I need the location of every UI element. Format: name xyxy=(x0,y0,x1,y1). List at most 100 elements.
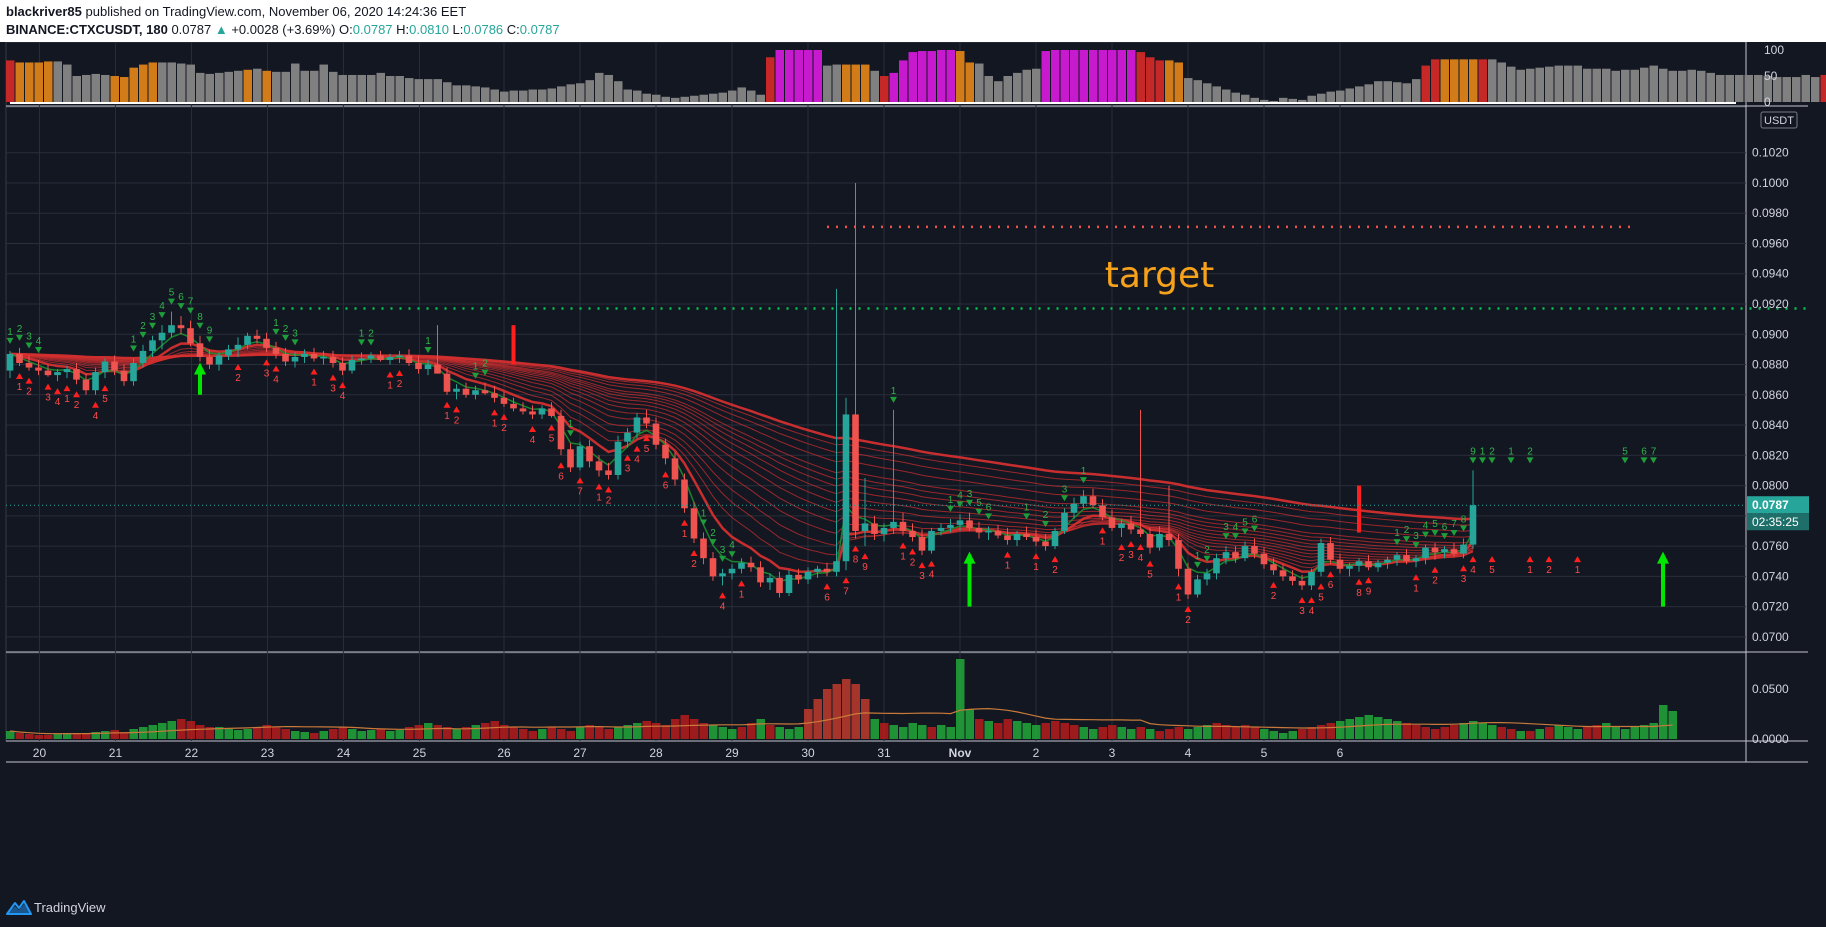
sell-count-label: 1 xyxy=(1575,565,1581,576)
buy-count-label: 4 xyxy=(957,490,963,501)
sell-count-label: 3 xyxy=(1461,574,1467,585)
volume-bar xyxy=(576,727,585,739)
volume-bar xyxy=(1497,727,1506,739)
buy-count-marker xyxy=(139,331,147,338)
sell-count-label: 1 xyxy=(682,529,688,540)
volume-bar xyxy=(880,723,889,739)
volume-bar xyxy=(167,721,176,739)
candle-body xyxy=(329,356,337,364)
candle-body xyxy=(1194,579,1201,595)
oscillator-bar xyxy=(737,87,746,102)
oscillator-bar xyxy=(1459,59,1468,102)
candle-body xyxy=(709,558,717,577)
candle-body xyxy=(291,356,299,362)
buy-count-label: 2 xyxy=(710,528,716,539)
buy-count-marker xyxy=(956,501,964,508)
candle-body xyxy=(1241,546,1249,559)
ema-line xyxy=(9,350,1474,560)
sell-count-marker xyxy=(263,359,270,366)
sell-count-label: 3 xyxy=(45,393,51,404)
oscillator-bar xyxy=(148,62,157,102)
publish-header: blackriver85 published on TradingView.co… xyxy=(0,0,1826,42)
oscillator-bar xyxy=(604,74,613,102)
author-name[interactable]: blackriver85 xyxy=(6,4,82,19)
volume-bar xyxy=(509,727,518,739)
oscillator-bar xyxy=(1250,97,1259,102)
sell-count-label: 1 xyxy=(1527,565,1533,576)
volume-bar xyxy=(927,727,936,739)
oscillator-bar xyxy=(842,64,851,102)
volume-bar xyxy=(1269,731,1278,739)
oscillator-bar xyxy=(205,73,214,102)
buy-count-marker xyxy=(177,303,185,310)
volume-bar xyxy=(1573,729,1582,739)
oscillator-bar xyxy=(652,94,661,102)
last-price: 0.0787 xyxy=(171,22,212,37)
candle-body xyxy=(1051,530,1059,547)
sell-count-marker xyxy=(1317,583,1325,590)
symbol-name: BINANCE:CTXCUSDT, 180 xyxy=(6,22,168,37)
sell-count-label: 2 xyxy=(1185,615,1191,626)
sell-count-marker xyxy=(861,553,869,560)
volume-bar xyxy=(224,729,233,739)
volume-bar xyxy=(747,723,756,739)
buy-count-marker xyxy=(709,539,717,546)
volume-bar xyxy=(813,699,822,739)
oscillator-bar xyxy=(1687,69,1696,102)
oscillator-bar xyxy=(1630,69,1639,102)
volume-bar xyxy=(1051,721,1060,739)
candle-body xyxy=(690,508,698,539)
volume-bar xyxy=(1364,715,1373,739)
sell-count-label: 2 xyxy=(74,400,80,411)
oscillator-bar xyxy=(557,86,566,102)
oscillator-bar xyxy=(1754,74,1763,102)
sell-count-label: 1 xyxy=(739,589,745,600)
oscillator-bar xyxy=(1022,69,1031,102)
oscillator-bar xyxy=(823,65,832,102)
sell-count-marker xyxy=(1355,578,1363,585)
sell-count-label: 9 xyxy=(1366,586,1372,597)
volume-bar xyxy=(1535,729,1544,739)
oscillator-bar xyxy=(908,52,917,102)
oscillator-bar xyxy=(718,92,727,102)
x-tick-label: 27 xyxy=(573,746,587,760)
oscillator-bar xyxy=(813,50,822,102)
sell-count-label: 2 xyxy=(1546,565,1552,576)
sell-count-label: 1 xyxy=(64,394,70,405)
candle-body xyxy=(54,372,61,376)
volume-bar xyxy=(1478,723,1487,739)
volume-bar xyxy=(319,731,328,739)
oscillator-bar xyxy=(177,63,186,102)
low-value: 0.0786 xyxy=(463,22,504,37)
price-tick-label: 0.0940 xyxy=(1752,267,1789,281)
volume-bar xyxy=(1288,731,1297,739)
sell-count-marker xyxy=(1032,553,1040,560)
volume-bar xyxy=(1022,723,1031,739)
candle-body xyxy=(652,423,660,445)
currency-box xyxy=(1760,111,1798,129)
buy-count-label: 9 xyxy=(1470,446,1476,457)
sell-count-marker xyxy=(1327,571,1334,578)
volume-bar xyxy=(1640,725,1649,739)
sell-count-marker xyxy=(63,385,71,392)
volume-bar xyxy=(785,729,794,739)
oscillator-bar xyxy=(547,88,556,102)
x-tick-label: 4 xyxy=(1185,746,1192,760)
tradingview-brand[interactable]: TradingView xyxy=(34,900,106,915)
oscillator-bar xyxy=(1706,72,1715,102)
oscillator-bar xyxy=(633,90,642,102)
oscillator-bar xyxy=(1573,65,1582,102)
buy-count-label: 3 xyxy=(1062,484,1068,495)
buy-count-marker xyxy=(481,369,489,376)
volume-bar xyxy=(595,727,604,739)
oscillator-bar xyxy=(120,77,129,102)
volume-bar xyxy=(471,725,480,739)
volume-bar xyxy=(1079,727,1088,739)
price-overlay: target 0.0787 02:35:25 xyxy=(6,255,1809,531)
price-tick-label: 0.0960 xyxy=(1752,236,1789,250)
volume-bar xyxy=(452,729,461,739)
volume-bar xyxy=(1317,725,1326,739)
volume-bar xyxy=(804,709,813,739)
volume-bar xyxy=(1611,727,1620,739)
